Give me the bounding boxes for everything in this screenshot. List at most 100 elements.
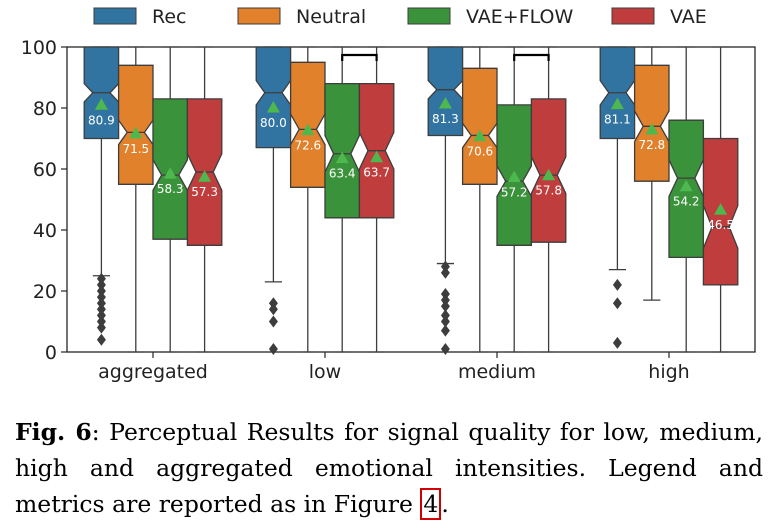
outlier-point xyxy=(96,272,106,285)
box-rec-aggregated: 80.9 xyxy=(83,46,120,346)
outlier-point xyxy=(96,333,106,346)
box-neutral-high: 72.8 xyxy=(633,46,670,301)
mean-label: 57.3 xyxy=(191,185,218,199)
legend: Rec Neutral VAE+FLOW VAE xyxy=(93,6,707,28)
box-vaeflow-high: 54.2 xyxy=(668,46,705,353)
outlier-point xyxy=(96,321,106,334)
outlier-point xyxy=(96,303,106,316)
outlier-point xyxy=(96,278,106,291)
box-plot-chart: 0 20 40 60 80 100 aggregated low medium high 80.9 8… xyxy=(21,6,756,383)
outlier-point xyxy=(96,291,106,304)
mean-marker xyxy=(129,126,143,139)
outlier-point xyxy=(96,297,106,310)
mean-label: 57.8 xyxy=(535,184,562,198)
mean-marker xyxy=(714,203,728,215)
outlier-point xyxy=(612,278,622,291)
legend-label: VAE+FLOW xyxy=(466,6,573,28)
mean-marker xyxy=(542,168,556,181)
box-vae-low: 63.7 xyxy=(358,46,395,353)
figure-reference-link[interactable]: 4 xyxy=(420,488,442,520)
y-tick-label: 40 xyxy=(33,220,57,242)
outlier-point xyxy=(268,303,278,316)
plot-frame xyxy=(66,46,756,353)
figure-caption: Fig. 6: Perceptual Results for signal qu… xyxy=(15,414,763,522)
mean-label: 54.2 xyxy=(673,195,700,209)
mean-label: 72.8 xyxy=(638,138,665,152)
box-rec-low: 80.0 xyxy=(255,46,292,355)
mean-marker xyxy=(198,170,212,182)
outlier-point xyxy=(96,309,106,322)
mean-marker xyxy=(473,129,487,142)
mean-label: 81.3 xyxy=(432,112,459,126)
legend-swatch xyxy=(93,7,137,25)
mean-marker xyxy=(610,97,624,110)
mean-label: 72.6 xyxy=(294,139,321,153)
mean-marker xyxy=(335,151,349,164)
mean-marker xyxy=(370,150,384,163)
x-tick-label: high xyxy=(648,361,689,383)
mean-marker xyxy=(507,170,521,183)
box-vae-high: 46.5 xyxy=(702,46,739,353)
mean-marker xyxy=(438,97,452,109)
mean-marker xyxy=(679,179,693,192)
outlier-point xyxy=(440,294,450,307)
box-rec-medium: 81.3 xyxy=(427,46,464,355)
legend-swatch xyxy=(407,7,451,25)
outlier-point xyxy=(96,285,106,297)
mean-label: 80.0 xyxy=(260,116,287,130)
mean-label: 46.5 xyxy=(707,218,734,232)
outlier-point xyxy=(440,260,450,273)
outlier-point xyxy=(612,297,622,310)
outlier-point xyxy=(440,315,450,328)
mean-label: 63.7 xyxy=(363,166,390,180)
box-vae-aggregated: 57.3 xyxy=(186,46,223,353)
outlier-point xyxy=(440,266,450,279)
legend-label: VAE xyxy=(670,6,707,28)
x-tick-label: low xyxy=(309,361,341,383)
mean-marker xyxy=(266,101,280,113)
box-vaeflow-low: 63.4 xyxy=(324,46,361,353)
y-tick-label: 60 xyxy=(33,159,57,181)
outlier-point xyxy=(440,288,450,301)
box-neutral-low: 72.6 xyxy=(289,46,326,353)
notched-box xyxy=(461,67,498,185)
y-tick-label: 100 xyxy=(21,37,57,59)
notched-box xyxy=(255,46,292,149)
outlier-point xyxy=(268,342,278,355)
x-tick-label: aggregated xyxy=(98,361,208,383)
mean-marker xyxy=(645,122,659,135)
mean-label: 63.4 xyxy=(329,167,356,181)
box-vae-medium: 57.8 xyxy=(530,46,567,353)
box-rec-high: 81.1 xyxy=(599,46,636,349)
legend-label: Rec xyxy=(152,6,186,28)
outlier-point xyxy=(440,300,450,313)
box-neutral-medium: 70.6 xyxy=(461,46,498,353)
caption-text: : Perceptual Results for signal quality … xyxy=(15,418,763,518)
notched-box xyxy=(324,82,361,219)
caption-end: . xyxy=(441,490,449,518)
outlier-point xyxy=(268,315,278,328)
outlier-point xyxy=(612,336,622,349)
outlier-point xyxy=(440,324,450,337)
outlier-point xyxy=(440,342,450,355)
legend-label: Neutral xyxy=(296,6,366,28)
y-tick-label: 80 xyxy=(33,98,57,120)
chart: 0 20 40 60 80 100 aggregated low medium high 80.9 8… xyxy=(21,6,756,383)
mean-marker xyxy=(163,167,177,179)
legend-swatch xyxy=(611,7,655,25)
outlier-point xyxy=(440,309,450,322)
significance-bracket xyxy=(341,53,378,61)
mean-label: 80.9 xyxy=(88,113,115,127)
box-vaeflow-medium: 57.2 xyxy=(496,46,533,353)
y-tick-label: 20 xyxy=(33,281,57,303)
mean-label: 58.3 xyxy=(157,182,184,196)
y-tick-label: 0 xyxy=(45,342,57,364)
legend-swatch xyxy=(237,7,281,25)
mean-label: 81.1 xyxy=(604,113,631,127)
notched-box xyxy=(117,64,154,185)
mean-label: 57.2 xyxy=(501,186,528,200)
x-tick-label: medium xyxy=(458,361,536,383)
mean-label: 70.6 xyxy=(466,145,493,159)
mean-marker xyxy=(94,98,108,110)
box-vaeflow-aggregated: 58.3 xyxy=(152,46,189,353)
